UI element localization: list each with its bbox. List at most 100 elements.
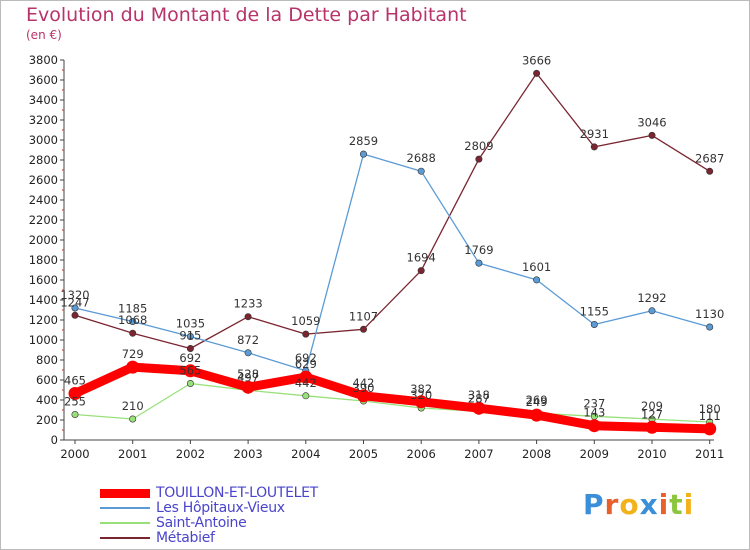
data-point: [475, 259, 483, 267]
data-point: [414, 395, 428, 409]
x-tick-label: 2007: [464, 447, 493, 461]
data-label: 143: [583, 406, 605, 420]
y-tick-label: 1000: [29, 333, 58, 347]
data-label: 497: [237, 370, 259, 384]
data-label: 1601: [522, 260, 551, 274]
data-point: [299, 370, 313, 384]
series-line: [74, 72, 711, 350]
data-point: [706, 323, 714, 331]
logo-letter: i: [683, 488, 695, 521]
data-point: [241, 380, 255, 394]
data-label: 390: [353, 381, 375, 395]
legend-swatch: [100, 537, 150, 539]
legend-item-touillon: TOUILLON-ET-LOUTELET: [100, 485, 318, 501]
data-label: 127: [641, 407, 663, 421]
data-point: [590, 143, 598, 151]
logo-letter: P: [583, 488, 605, 521]
data-point: [71, 304, 79, 312]
data-label: 629: [295, 357, 317, 371]
data-point: [186, 379, 194, 387]
data-point: [706, 167, 714, 175]
data-point: [244, 349, 252, 357]
data-point: [417, 167, 425, 175]
data-point: [648, 131, 656, 139]
y-tick-label: 400: [36, 393, 58, 407]
data-label: 1320: [60, 288, 89, 302]
y-tick-label: 2800: [29, 153, 58, 167]
data-label: 1155: [580, 305, 609, 319]
data-label: 1233: [233, 297, 262, 311]
data-point: [417, 267, 425, 275]
x-tick-label: 2000: [60, 447, 89, 461]
data-label: 565: [179, 364, 201, 378]
data-label: 180: [699, 402, 721, 416]
x-tick-label: 2006: [407, 447, 436, 461]
series-line: [70, 362, 715, 434]
data-point: [71, 410, 79, 418]
data-point: [302, 330, 310, 338]
data-label: 237: [583, 396, 605, 410]
y-tick-label: 3600: [29, 73, 58, 87]
data-label: 1035: [176, 317, 205, 331]
data-label: 1769: [464, 243, 493, 257]
y-tick-label: 3000: [29, 133, 58, 147]
logo-letter: r: [604, 488, 620, 521]
chart-title: Evolution du Montant de la Dette par Hab…: [26, 4, 467, 26]
y-tick-label: 3400: [29, 93, 58, 107]
data-label: 2859: [349, 134, 378, 148]
x-tick-label: 2005: [349, 447, 378, 461]
legend-swatch: [100, 507, 150, 509]
x-tick-label: 2001: [118, 447, 147, 461]
data-label: 915: [179, 329, 201, 343]
data-label: 2809: [464, 139, 493, 153]
x-tick-label: 2008: [522, 447, 551, 461]
y-tick-label: 2400: [29, 193, 58, 207]
legend-label: Saint-Antoine: [156, 515, 247, 531]
legend-label: Métabief: [156, 530, 215, 546]
x-tick-label: 2004: [291, 447, 320, 461]
y-tick-label: 200: [36, 413, 58, 427]
data-point: [645, 420, 659, 434]
data-label: 528: [237, 367, 259, 381]
y-tick-label: 3200: [29, 113, 58, 127]
data-label: 1107: [349, 309, 378, 323]
data-point: [533, 69, 541, 77]
data-point: [129, 415, 137, 423]
data-point: [126, 360, 140, 374]
data-label: 255: [64, 395, 86, 409]
data-point: [530, 408, 544, 422]
data-label: 1292: [637, 291, 666, 305]
data-label: 1059: [291, 314, 320, 328]
data-label: 2931: [580, 127, 609, 141]
data-point: [359, 325, 367, 333]
data-point: [71, 311, 79, 319]
data-label: 111: [699, 409, 721, 423]
y-tick-label: 1800: [29, 253, 58, 267]
y-tick-label: 600: [36, 373, 58, 387]
data-label: 287: [468, 391, 490, 405]
data-label: 1068: [118, 313, 147, 327]
data-point: [472, 401, 486, 415]
y-tick-label: 2000: [29, 233, 58, 247]
data-label: 692: [179, 351, 201, 365]
y-tick-label: 0: [51, 433, 58, 447]
x-tick-label: 2009: [580, 447, 609, 461]
y-tick-label: 1600: [29, 273, 58, 287]
data-label: 269: [526, 393, 548, 407]
data-point: [475, 155, 483, 163]
y-tick-label: 3800: [29, 53, 58, 67]
y-tick-label: 800: [36, 353, 58, 367]
data-point: [648, 307, 656, 315]
data-point: [129, 329, 137, 337]
logo-letter: i: [658, 488, 670, 521]
data-point: [587, 419, 601, 433]
y-tick-label: 2600: [29, 173, 58, 187]
x-tick-label: 2010: [637, 447, 666, 461]
data-label: 872: [237, 333, 259, 347]
data-label: 1247: [60, 295, 89, 309]
x-tick-label: 2003: [233, 447, 262, 461]
x-tick-label: 2011: [695, 447, 724, 461]
data-point: [186, 332, 194, 340]
data-point: [183, 364, 197, 378]
